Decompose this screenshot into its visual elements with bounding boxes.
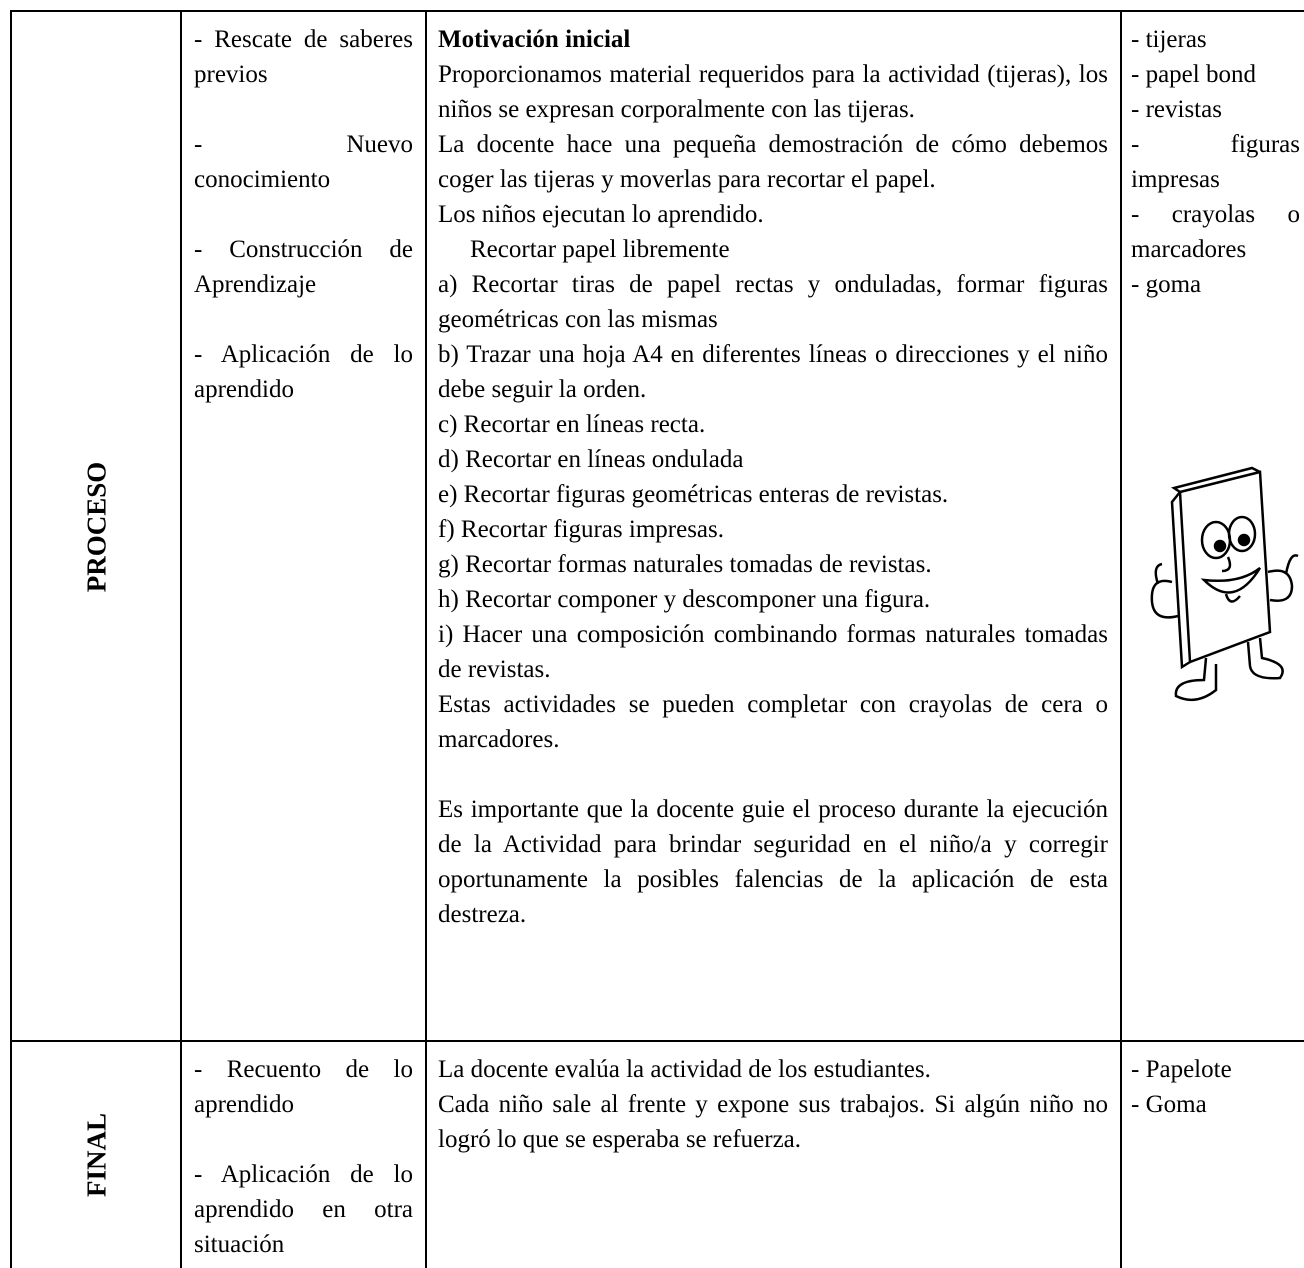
step-item: - Rescate de saberes previos (194, 26, 413, 88)
activity-text: La docente evalúa la actividad de los es… (438, 1056, 931, 1083)
activity-text: a) Recortar tiras de papel rectas y ondu… (438, 271, 1108, 333)
activity-text: Proporcionamos material requeridos para … (438, 61, 1108, 123)
book-mascot-illustration (1150, 466, 1299, 702)
activity-text: Los niños ejecutan lo aprendido. (438, 201, 764, 228)
step-item: - Nuevo conocimiento (194, 131, 413, 193)
stage-cell: PROCESO (10, 10, 182, 1042)
activity-text: Es importante que la docente guie el pro… (438, 796, 1108, 928)
resource-item: - Goma (1131, 1091, 1207, 1118)
activities-cell: La docente evalúa la actividad de los es… (425, 1040, 1122, 1268)
activity-text: Cada niño sale al frente y expone sus tr… (438, 1091, 1108, 1153)
stage-label: PROCESO (81, 461, 112, 593)
step-item: - Aplicación de lo aprendido (194, 341, 413, 403)
resources-cell: - Papelote - Goma (1120, 1040, 1304, 1268)
resources-cell: - tijeras - papel bond - revistas - figuras… (1120, 10, 1304, 1042)
resource-item: - figuras impresas (1131, 131, 1300, 193)
step-item: - Recuento de lo aprendido (194, 1056, 413, 1118)
resource-item: - tijeras (1131, 26, 1207, 53)
resource-item: - revistas (1131, 96, 1222, 123)
step-item: - Aplicación de lo aprendido en otra sit… (194, 1161, 413, 1258)
activity-text: f) Recortar figuras impresas. (438, 516, 724, 543)
activity-text: Recortar papel libremente (470, 236, 730, 263)
activity-title: Motivación inicial (438, 26, 631, 53)
activity-text: g) Recortar formas naturales tomadas de … (438, 551, 932, 578)
activity-text: Estas actividades se pueden completar co… (438, 691, 1108, 753)
resource-item: - papel bond (1131, 61, 1256, 88)
resource-item: - crayolas o marcadores (1131, 201, 1300, 263)
steps-cell: - Rescate de saberes previos - Nuevo cono… (180, 10, 427, 1042)
stage-label: FINAL (81, 1112, 112, 1198)
activities-cell: Motivación inicial Proporcionamos materi… (425, 10, 1122, 1042)
resource-item: - Papelote (1131, 1056, 1232, 1083)
stage-cell: FINAL (10, 1040, 182, 1268)
step-item: - Construcción de Aprendizaje (194, 236, 413, 298)
activity-text: La docente hace una pequeña demostración… (438, 131, 1108, 193)
activity-text: b) Trazar una hoja A4 en diferentes líne… (438, 341, 1108, 403)
activity-text: c) Recortar en líneas recta. (438, 411, 706, 438)
resource-item: - goma (1131, 271, 1202, 298)
activity-text: h) Recortar componer y descomponer una f… (438, 586, 931, 613)
activity-text: i) Hacer una composición combinando form… (438, 621, 1108, 683)
activity-text: d) Recortar en líneas ondulada (438, 446, 744, 473)
steps-cell: - Recuento de lo aprendido - Aplicación d… (180, 1040, 427, 1268)
activity-text: e) Recortar figuras geométricas enteras … (438, 481, 949, 508)
